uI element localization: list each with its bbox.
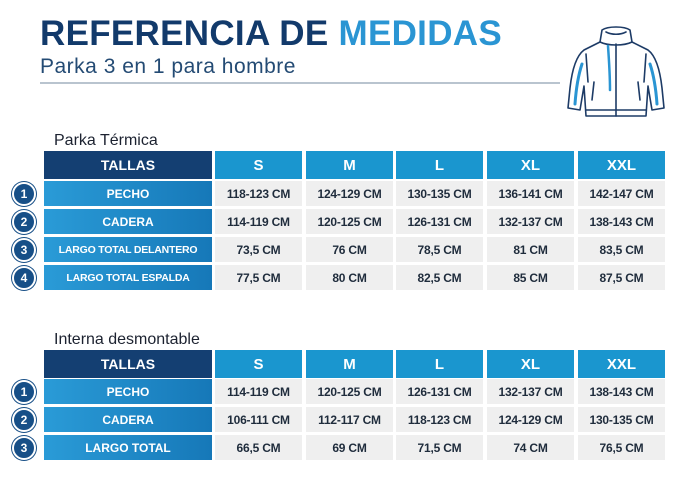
table-cell: 126-131 CM [396, 379, 483, 404]
row-number-badge: 2 [12, 408, 36, 432]
row-number: 2 [20, 413, 28, 427]
table-cell: 118-123 CM [396, 407, 483, 432]
size-header: XL [487, 151, 574, 179]
row-label: LARGO TOTAL [44, 435, 212, 460]
table-cell: 138-143 CM [578, 209, 665, 234]
table-cell: 138-143 CM [578, 379, 665, 404]
row-number: 3 [20, 243, 28, 257]
table-cell: 81 CM [487, 237, 574, 262]
table-cell: 132-137 CM [487, 209, 574, 234]
title-part-2: MEDIDAS [338, 14, 502, 53]
table-cell: 136-141 CM [487, 181, 574, 206]
row-label: PECHO [44, 181, 212, 206]
row-number: 3 [20, 441, 28, 455]
table-cell: 114-119 CM [215, 209, 302, 234]
table-cell: 80 CM [306, 265, 393, 290]
table-cell: 120-125 CM [306, 209, 393, 234]
table-cell: 78,5 CM [396, 237, 483, 262]
row-number: 1 [20, 187, 28, 201]
table-cell: 85 CM [487, 265, 574, 290]
size-header: M [306, 350, 393, 378]
row-number-badge: 1 [12, 182, 36, 206]
size-header: XXL [578, 151, 665, 179]
row-number-badge: 3 [12, 238, 36, 262]
table-cell: 126-131 CM [396, 209, 483, 234]
table-cell: 124-129 CM [306, 181, 393, 206]
table-cell: 112-117 CM [306, 407, 393, 432]
table-cell: 87,5 CM [578, 265, 665, 290]
size-header: L [396, 350, 483, 378]
table-cell: 106-111 CM [215, 407, 302, 432]
row-number: 2 [20, 215, 28, 229]
row-number-badge: 3 [12, 436, 36, 460]
row-number: 1 [20, 385, 28, 399]
size-header: L [396, 151, 483, 179]
table-cell: 118-123 CM [215, 181, 302, 206]
table-cell: 66,5 CM [215, 435, 302, 460]
table-cell: 74 CM [487, 435, 574, 460]
size-header: M [306, 151, 393, 179]
size-header: S [215, 350, 302, 378]
title-divider [40, 82, 560, 84]
table-cell: 76 CM [306, 237, 393, 262]
table-cell: 76,5 CM [578, 435, 665, 460]
table-section-label: Parka Térmica [54, 132, 158, 149]
row-label: CADERA [44, 209, 212, 234]
table-cell: 130-135 CM [396, 181, 483, 206]
size-header: XL [487, 350, 574, 378]
table-cell: 114-119 CM [215, 379, 302, 404]
table-cell: 124-129 CM [487, 407, 574, 432]
row-label: LARGO TOTAL DELANTERO [44, 237, 212, 262]
size-header: S [215, 151, 302, 179]
row-label: CADERA [44, 407, 212, 432]
table-cell: 142-147 CM [578, 181, 665, 206]
page-subtitle: Parka 3 en 1 para hombre [40, 55, 296, 78]
table-cell: 130-135 CM [578, 407, 665, 432]
table-cell: 120-125 CM [306, 379, 393, 404]
size-header: XXL [578, 350, 665, 378]
row-number-badge: 4 [12, 266, 36, 290]
title-part-1: REFERENCIA DE [40, 14, 329, 53]
table-cell: 132-137 CM [487, 379, 574, 404]
table-cell: 73,5 CM [215, 237, 302, 262]
tallas-header: TALLAS [44, 151, 212, 179]
jacket-icon [567, 26, 665, 117]
tallas-header: TALLAS [44, 350, 212, 378]
row-label: LARGO TOTAL ESPALDA [44, 265, 212, 290]
page-title: REFERENCIA DE MEDIDAS [40, 12, 502, 56]
row-number: 4 [20, 271, 28, 285]
table-cell: 69 CM [306, 435, 393, 460]
table-cell: 71,5 CM [396, 435, 483, 460]
row-label: PECHO [44, 379, 212, 404]
table-cell: 83,5 CM [578, 237, 665, 262]
row-number-badge: 1 [12, 380, 36, 404]
table-section-label: Interna desmontable [54, 331, 200, 348]
table-cell: 82,5 CM [396, 265, 483, 290]
row-number-badge: 2 [12, 210, 36, 234]
table-cell: 77,5 CM [215, 265, 302, 290]
